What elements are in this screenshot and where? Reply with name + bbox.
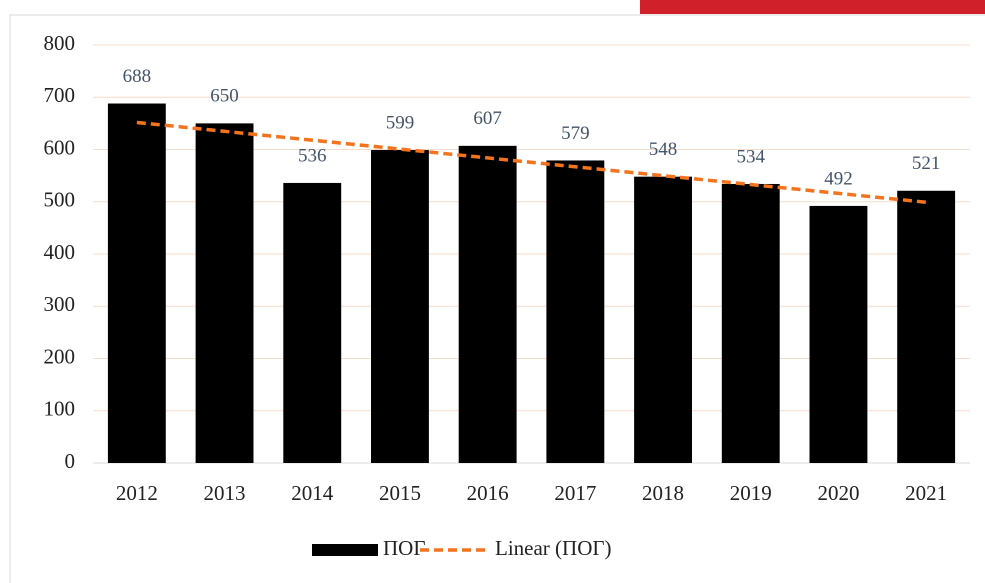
y-tick-label: 300 bbox=[44, 292, 76, 316]
header-bar bbox=[640, 0, 985, 14]
legend-label: ПОГ bbox=[383, 536, 425, 560]
bar bbox=[634, 176, 692, 464]
data-label: 492 bbox=[824, 168, 853, 189]
data-label: 579 bbox=[561, 123, 590, 144]
data-label: 521 bbox=[912, 153, 941, 174]
data-label: 599 bbox=[386, 112, 415, 133]
y-tick-label: 700 bbox=[44, 83, 76, 107]
bar bbox=[809, 205, 868, 463]
x-tick-label: 2019 bbox=[730, 481, 772, 505]
y-tick-label: 800 bbox=[44, 31, 76, 55]
bar bbox=[195, 123, 254, 463]
data-label: 650 bbox=[210, 86, 239, 107]
data-label: 534 bbox=[737, 146, 766, 167]
bar bbox=[107, 103, 166, 464]
x-tick-label: 2015 bbox=[379, 481, 421, 505]
x-tick-label: 2020 bbox=[817, 481, 859, 505]
x-tick-label: 2017 bbox=[554, 481, 596, 505]
bar bbox=[283, 182, 342, 463]
trend-line bbox=[136, 120, 927, 204]
x-tick-label: 2013 bbox=[204, 481, 246, 505]
data-label: 607 bbox=[473, 108, 502, 129]
y-tick-label: 400 bbox=[44, 240, 76, 264]
data-label: 688 bbox=[123, 66, 152, 87]
bar bbox=[546, 160, 605, 463]
x-tick-label: 2018 bbox=[642, 481, 684, 505]
y-tick-label: 200 bbox=[44, 344, 76, 368]
y-tick-label: 500 bbox=[44, 188, 76, 212]
bar bbox=[897, 190, 956, 463]
y-tick-label: 100 bbox=[44, 397, 76, 421]
data-label: 548 bbox=[649, 139, 678, 160]
x-tick-label: 2012 bbox=[116, 481, 158, 505]
x-tick-label: 2016 bbox=[467, 481, 509, 505]
chart-border bbox=[9, 14, 985, 583]
y-tick-label: 0 bbox=[65, 449, 76, 473]
x-tick-label: 2021 bbox=[905, 481, 947, 505]
data-label: 536 bbox=[298, 145, 327, 166]
x-tick-label: 2014 bbox=[291, 481, 334, 505]
legend-label: Linear (ПОГ) bbox=[495, 536, 612, 560]
bar bbox=[458, 145, 517, 463]
legend-swatch bbox=[312, 544, 378, 556]
bar bbox=[371, 150, 429, 463]
y-tick-label: 600 bbox=[44, 135, 76, 159]
bar bbox=[721, 183, 780, 464]
